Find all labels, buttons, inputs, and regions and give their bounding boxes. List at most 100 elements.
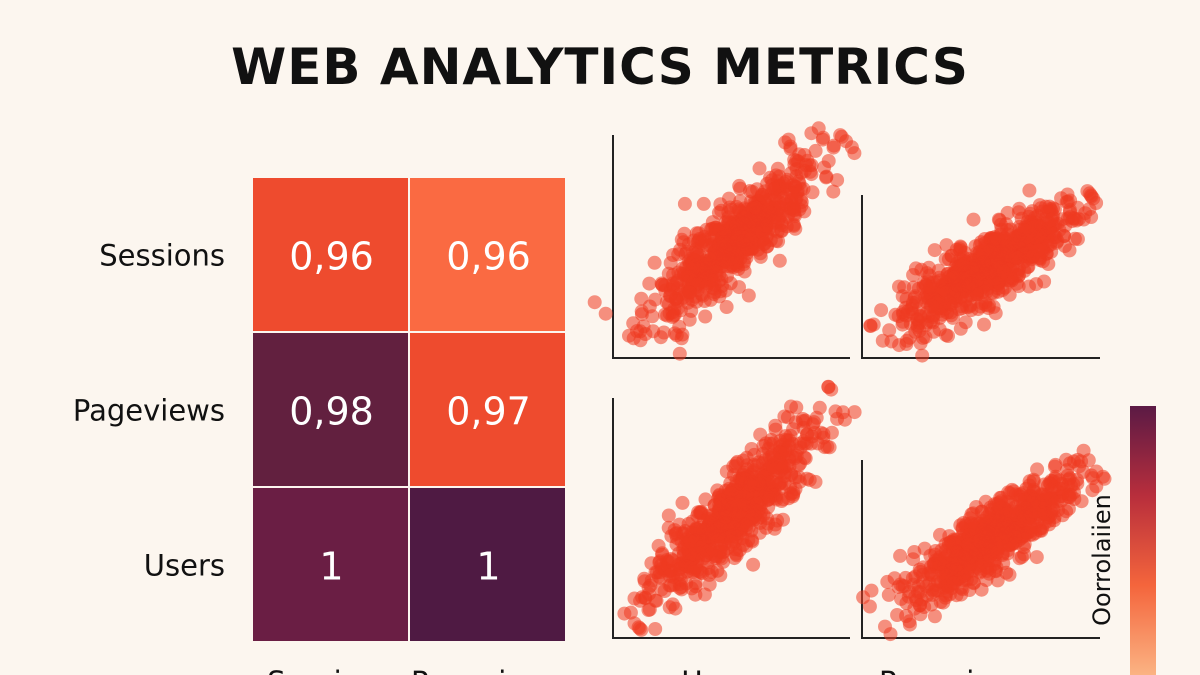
scatter-point	[988, 563, 1003, 578]
scatter-point	[1082, 202, 1097, 217]
scatter-point	[821, 380, 836, 394]
scatter-point	[812, 400, 827, 415]
scatter-point	[682, 312, 697, 327]
column-label-1: Pageviews	[411, 665, 563, 675]
scatter-point	[863, 319, 878, 333]
scatter-point	[982, 526, 997, 540]
scatter-point	[924, 298, 939, 313]
scatter-point	[856, 590, 871, 605]
scatter-point	[1074, 454, 1089, 469]
scatter-point	[819, 169, 834, 184]
scatter-point	[1006, 484, 1021, 499]
scatter-point	[694, 236, 709, 250]
scatter-point	[699, 257, 714, 272]
heatmap-cell-1-0	[253, 333, 408, 486]
scatter-point	[1030, 462, 1045, 477]
scatter-point	[736, 216, 751, 231]
scatter-point	[1046, 502, 1061, 517]
scatter-point	[947, 290, 962, 305]
scatter-point	[587, 295, 602, 310]
scatter-point	[942, 587, 957, 602]
scatter-point	[1086, 191, 1101, 206]
scatter-axes-4	[861, 460, 1100, 639]
heatmap-cell-0-1	[410, 178, 565, 331]
scatter-axes-2	[861, 195, 1100, 359]
scatter-point	[674, 266, 689, 281]
heatmap-cell-1-1	[410, 333, 565, 486]
scatter-point	[1029, 277, 1044, 292]
scatter-point	[919, 279, 933, 294]
heatmap-value-2-0: 1	[319, 545, 343, 589]
scatter-point	[808, 143, 823, 158]
column-label-0: Sessions	[267, 665, 393, 675]
scatter-point	[772, 253, 787, 268]
scatter-point	[662, 600, 677, 615]
scatter-point	[777, 409, 792, 424]
scatter-point	[669, 537, 684, 552]
scatter-point	[768, 418, 783, 433]
scatter-point	[776, 460, 791, 475]
scatter-point	[933, 273, 948, 288]
scatter-point	[989, 514, 1004, 529]
scatter-point	[719, 300, 734, 314]
scatter-point	[884, 334, 899, 349]
scatter-point	[966, 212, 981, 227]
scatter-point	[821, 154, 836, 168]
scatter-point	[804, 126, 819, 141]
scatter-point	[1012, 201, 1027, 216]
heatmap-value-0-1: 0,96	[446, 235, 531, 279]
scatter-point	[648, 565, 663, 580]
scatter-point	[1076, 464, 1091, 479]
scatter-point	[974, 504, 989, 519]
column-label-2: Users	[681, 665, 762, 675]
row-label-sessions: Sessions	[99, 239, 225, 273]
scatter-point	[966, 576, 981, 591]
scatter-point	[947, 270, 962, 285]
scatter-point	[1008, 536, 1023, 551]
scatter-point	[709, 549, 724, 564]
scatter-point	[682, 285, 697, 300]
scatter-point	[733, 241, 748, 256]
scatter-point	[753, 427, 768, 442]
scatter-point	[890, 608, 905, 622]
scatter-point	[694, 540, 709, 555]
scatter-point	[688, 587, 703, 602]
scatter-point	[816, 130, 831, 145]
scatter-point	[647, 255, 662, 270]
scatter-point	[847, 405, 862, 420]
scatter-point	[912, 598, 927, 613]
scatter-point	[1063, 210, 1077, 225]
scatter-point	[928, 553, 943, 568]
scatter-point	[753, 515, 768, 530]
scatter-point	[828, 404, 843, 419]
colorbar-gradient	[1130, 406, 1156, 675]
scatter-point	[1038, 199, 1053, 214]
scatter-panel-4	[856, 443, 1112, 642]
scatter-point	[1053, 482, 1068, 496]
scatter-point	[874, 303, 889, 318]
scatter-point	[795, 412, 810, 426]
scatter-point	[752, 161, 767, 176]
scatter-point	[912, 562, 927, 577]
scatter-point	[648, 622, 663, 636]
scatter-point	[952, 242, 967, 257]
scatter-point	[729, 456, 744, 471]
scatter-point	[1029, 550, 1044, 565]
scatter-point	[722, 200, 737, 215]
scatter-point	[1061, 501, 1076, 516]
scatter-panel-2	[861, 183, 1104, 363]
scatter-point	[837, 412, 852, 427]
scatter-point	[668, 527, 683, 542]
scatter-point	[765, 474, 780, 489]
scatter-point	[1047, 459, 1062, 474]
scatter-point	[1057, 239, 1072, 254]
scatter-point	[747, 458, 761, 472]
scatter-point	[919, 266, 934, 281]
scatter-point	[766, 450, 781, 465]
scatter-point	[749, 200, 763, 215]
scatter-point	[908, 289, 923, 304]
scatter-point	[716, 235, 731, 250]
scatter-point	[788, 470, 803, 485]
scatter-point	[666, 248, 681, 262]
scatter-point	[987, 232, 1002, 247]
